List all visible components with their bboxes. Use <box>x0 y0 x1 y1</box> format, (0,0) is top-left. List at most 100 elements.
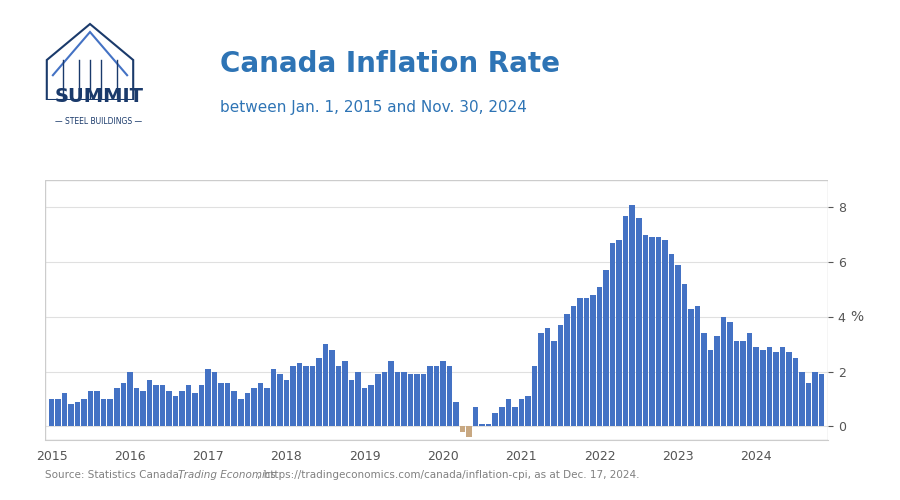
Bar <box>414 374 419 426</box>
Bar <box>669 254 674 426</box>
Bar <box>741 342 746 426</box>
Bar <box>707 350 714 426</box>
Bar <box>375 374 381 426</box>
Bar <box>114 388 120 426</box>
Bar <box>662 240 668 426</box>
Bar <box>499 407 505 426</box>
Text: — STEEL BUILDINGS —: — STEEL BUILDINGS — <box>56 116 142 126</box>
Bar <box>695 306 700 426</box>
Bar <box>629 204 635 426</box>
Bar <box>225 382 230 426</box>
Bar <box>401 372 407 426</box>
Bar <box>799 372 805 426</box>
Bar <box>806 382 811 426</box>
Bar <box>675 265 680 426</box>
Bar <box>538 334 544 426</box>
Bar <box>342 360 348 426</box>
Bar <box>94 390 100 426</box>
Bar <box>597 286 602 426</box>
Bar <box>558 325 563 426</box>
Text: Trading Economics: Trading Economics <box>178 470 276 480</box>
Bar <box>616 240 622 426</box>
Bar <box>205 369 211 426</box>
Bar <box>734 342 740 426</box>
Bar <box>81 399 87 426</box>
Bar <box>231 390 237 426</box>
Bar <box>819 374 824 426</box>
Bar <box>480 424 485 426</box>
Bar <box>153 386 158 426</box>
Bar <box>610 243 616 426</box>
Bar <box>316 358 322 426</box>
Bar <box>179 390 184 426</box>
Bar <box>107 399 113 426</box>
Bar <box>590 295 596 426</box>
Bar <box>460 426 465 432</box>
Bar <box>492 412 498 426</box>
Bar <box>721 317 726 426</box>
Bar <box>101 399 106 426</box>
Bar <box>55 399 61 426</box>
Bar <box>49 399 54 426</box>
Bar <box>310 366 315 426</box>
Bar <box>336 366 341 426</box>
Bar <box>349 380 355 426</box>
Bar <box>466 426 472 438</box>
Bar <box>486 424 491 426</box>
Bar <box>767 347 772 426</box>
Bar <box>428 366 433 426</box>
Bar <box>532 366 537 426</box>
Bar <box>551 342 557 426</box>
Bar <box>388 360 393 426</box>
Bar <box>257 382 263 426</box>
Bar <box>147 380 152 426</box>
Bar <box>440 360 445 426</box>
Bar <box>362 388 367 426</box>
Bar <box>760 350 766 426</box>
Bar <box>793 358 798 426</box>
Bar <box>271 369 276 426</box>
Bar <box>382 372 387 426</box>
Bar <box>127 372 132 426</box>
Bar <box>812 372 818 426</box>
Bar <box>571 306 576 426</box>
Bar <box>446 366 453 426</box>
Bar <box>68 404 74 426</box>
Bar <box>323 344 328 426</box>
Bar <box>408 374 413 426</box>
Bar <box>166 390 172 426</box>
Bar <box>199 386 204 426</box>
Bar <box>290 366 296 426</box>
Bar <box>62 394 68 426</box>
Bar <box>701 334 706 426</box>
Bar <box>454 402 459 426</box>
Bar <box>544 328 550 426</box>
Y-axis label: %: % <box>850 310 863 324</box>
Text: Canada Inflation Rate: Canada Inflation Rate <box>220 50 561 78</box>
Bar <box>643 234 648 426</box>
Bar <box>75 402 80 426</box>
Bar <box>173 396 178 426</box>
Bar <box>681 284 688 426</box>
Bar <box>251 388 256 426</box>
Bar <box>753 347 759 426</box>
Bar <box>238 399 244 426</box>
Bar <box>45 180 828 440</box>
Bar <box>603 270 609 426</box>
Bar <box>329 350 335 426</box>
Bar <box>472 407 479 426</box>
Bar <box>356 372 361 426</box>
Bar <box>88 390 94 426</box>
Bar <box>564 314 570 426</box>
Text: Source: Statistics Canada,: Source: Statistics Canada, <box>45 470 185 480</box>
Bar <box>649 238 654 426</box>
Text: between Jan. 1, 2015 and Nov. 30, 2024: between Jan. 1, 2015 and Nov. 30, 2024 <box>220 100 527 115</box>
Bar <box>193 394 198 426</box>
Bar <box>512 407 517 426</box>
Bar <box>747 334 752 426</box>
Bar <box>715 336 720 426</box>
Text: , https://tradingeconomics.com/canada/inflation-cpi, as at Dec. 17, 2024.: , https://tradingeconomics.com/canada/in… <box>257 470 640 480</box>
Bar <box>277 374 283 426</box>
Bar <box>623 216 628 426</box>
Bar <box>212 372 218 426</box>
